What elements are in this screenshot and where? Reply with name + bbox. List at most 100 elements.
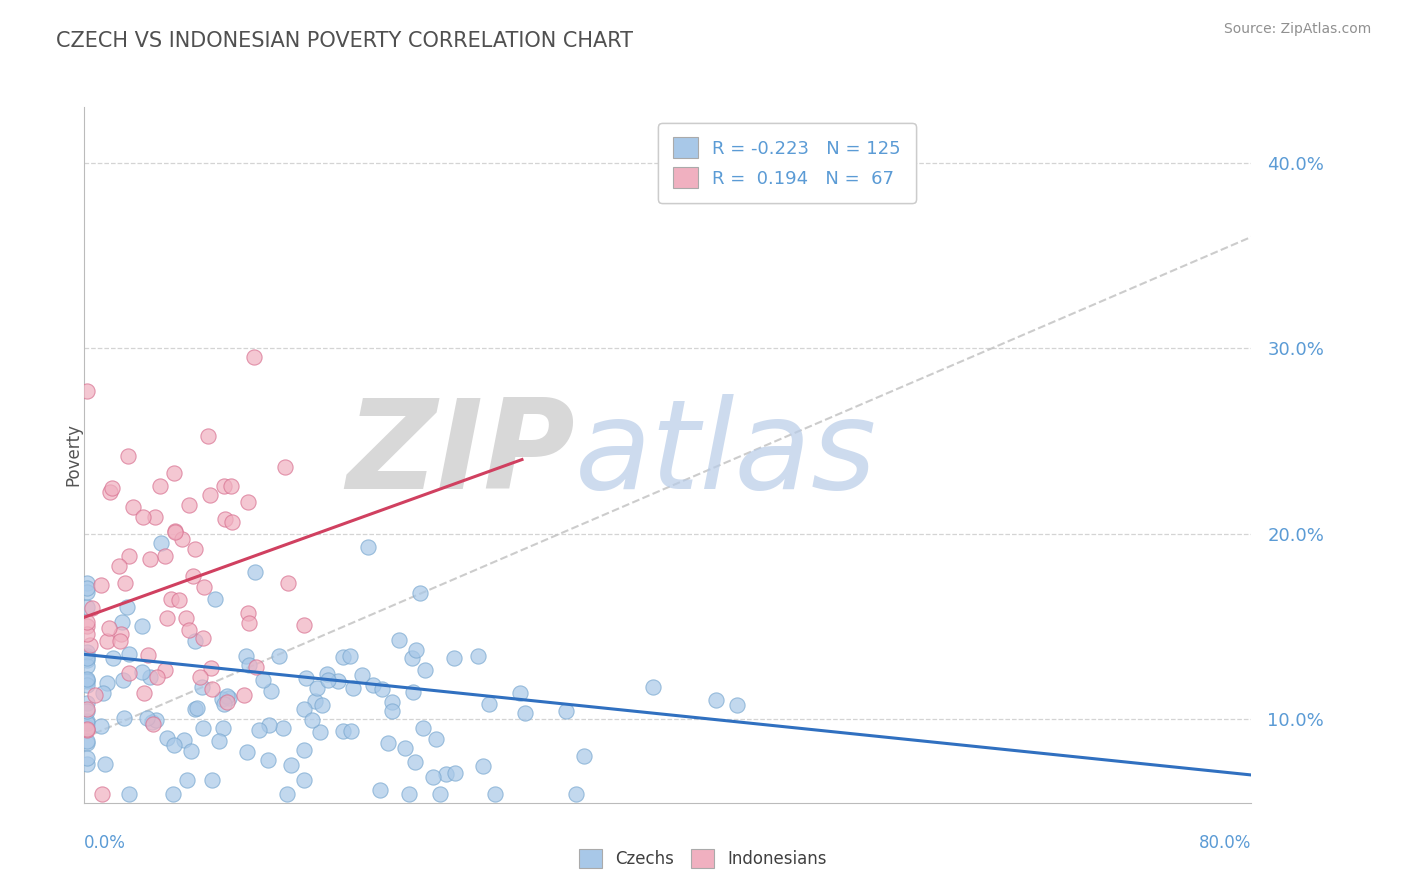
Point xyxy=(280,757,302,772)
Point xyxy=(292,772,315,787)
Point xyxy=(155,731,177,745)
Point xyxy=(218,690,240,705)
Point xyxy=(316,673,339,687)
Point xyxy=(208,734,231,748)
Point xyxy=(212,478,235,492)
Point xyxy=(191,681,214,695)
Point xyxy=(117,599,139,614)
Point xyxy=(198,488,221,502)
Point xyxy=(238,658,260,673)
Point xyxy=(292,617,315,632)
Point xyxy=(103,651,125,665)
Point xyxy=(398,787,420,801)
Point xyxy=(76,720,98,734)
Point xyxy=(201,681,224,696)
Point xyxy=(180,744,202,758)
Text: ZIP: ZIP xyxy=(346,394,575,516)
Text: atlas: atlas xyxy=(575,394,876,516)
Point xyxy=(80,600,103,615)
Point xyxy=(342,681,364,696)
Point xyxy=(425,732,447,747)
Point xyxy=(76,701,98,715)
Point xyxy=(394,741,416,756)
Point xyxy=(76,672,98,686)
Point xyxy=(177,498,200,512)
Point xyxy=(110,627,132,641)
Point xyxy=(183,541,205,556)
Point xyxy=(191,721,214,735)
Point xyxy=(145,509,167,524)
Point xyxy=(725,698,748,712)
Point xyxy=(332,650,354,665)
Point xyxy=(217,689,239,703)
Point xyxy=(84,688,107,702)
Y-axis label: Poverty: Poverty xyxy=(65,424,82,486)
Point xyxy=(118,648,141,662)
Point xyxy=(444,766,467,780)
Point xyxy=(193,581,215,595)
Point xyxy=(183,702,205,716)
Point xyxy=(139,670,162,684)
Point xyxy=(201,772,224,787)
Point xyxy=(118,787,141,801)
Point xyxy=(332,724,354,739)
Point xyxy=(260,684,283,698)
Point xyxy=(381,704,404,718)
Point xyxy=(311,698,333,712)
Point xyxy=(76,716,98,731)
Point xyxy=(165,524,187,538)
Point xyxy=(118,666,141,681)
Point xyxy=(172,532,194,546)
Point xyxy=(146,670,169,684)
Point xyxy=(301,713,323,727)
Point xyxy=(131,665,153,679)
Point xyxy=(249,723,271,737)
Point xyxy=(316,667,339,681)
Point xyxy=(361,677,384,691)
Point xyxy=(142,716,165,731)
Point xyxy=(131,618,153,632)
Point xyxy=(404,755,426,769)
Point xyxy=(339,648,361,663)
Point xyxy=(112,710,135,724)
Point xyxy=(269,648,291,663)
Point xyxy=(326,674,349,689)
Text: 0.0%: 0.0% xyxy=(84,834,127,852)
Point xyxy=(188,671,211,685)
Point xyxy=(76,652,98,666)
Point xyxy=(309,724,332,739)
Point xyxy=(200,661,222,675)
Point xyxy=(292,743,315,757)
Point xyxy=(76,723,98,737)
Point xyxy=(76,585,98,599)
Point xyxy=(509,686,531,700)
Point xyxy=(357,540,380,554)
Point xyxy=(96,634,118,648)
Point xyxy=(76,735,98,749)
Point xyxy=(107,559,129,574)
Point xyxy=(76,645,98,659)
Point xyxy=(377,736,399,750)
Point xyxy=(76,649,98,664)
Point xyxy=(76,651,98,665)
Point xyxy=(305,681,328,695)
Point xyxy=(111,615,134,630)
Point xyxy=(350,668,373,682)
Point xyxy=(233,688,256,702)
Point xyxy=(162,787,184,801)
Point xyxy=(574,749,596,764)
Point xyxy=(219,479,242,493)
Point xyxy=(76,615,98,630)
Point xyxy=(252,673,274,688)
Point xyxy=(76,751,98,765)
Point xyxy=(76,384,98,398)
Point xyxy=(98,484,121,499)
Point xyxy=(434,767,457,781)
Point xyxy=(76,714,98,728)
Point xyxy=(160,591,183,606)
Point xyxy=(214,511,236,525)
Point xyxy=(371,681,394,696)
Point xyxy=(163,466,186,480)
Point xyxy=(515,706,537,720)
Point xyxy=(295,672,318,686)
